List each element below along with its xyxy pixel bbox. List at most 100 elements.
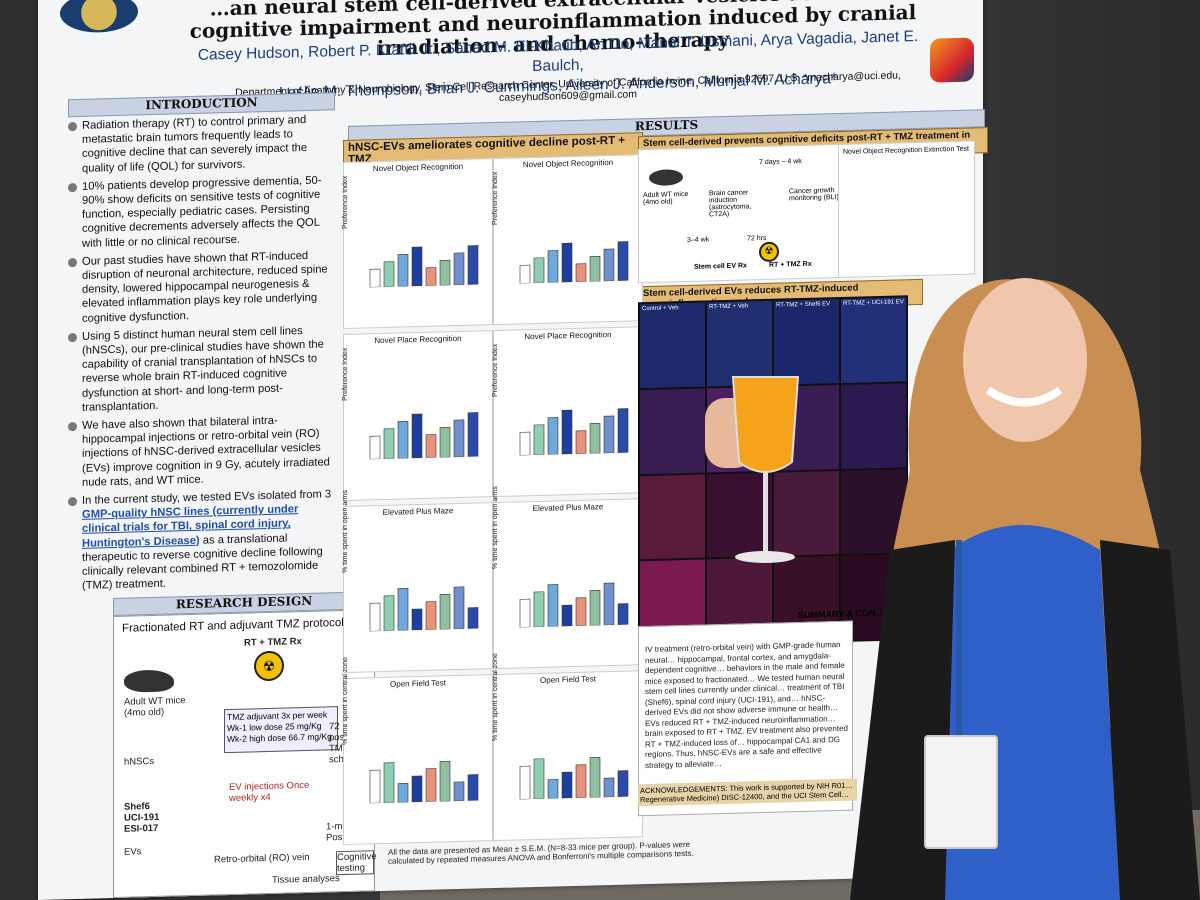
chart-bar	[589, 589, 601, 626]
evs-label: EVs	[124, 846, 142, 858]
chart-bar	[533, 591, 545, 628]
retro-orbital-label: Retro-orbital (RO) vein	[214, 851, 310, 866]
schema-label: 72 hrs	[747, 234, 767, 243]
chart-title: Novel Object Recognition	[372, 161, 464, 174]
schema-label: 7 days – 4 wk	[759, 157, 802, 167]
chart-bar	[467, 245, 479, 286]
chart-bar	[603, 248, 615, 282]
chart-title: Novel Place Recognition	[374, 333, 462, 346]
schema-label: 3–4 wk	[687, 236, 710, 245]
chart-bar	[533, 424, 545, 456]
chart-bar	[411, 775, 423, 803]
chart-bar	[425, 601, 437, 631]
chart-bar	[589, 255, 601, 282]
chart-title: Novel Object Recognition	[843, 146, 922, 156]
intro-bullet: Using 5 distinct human neural stem cell …	[68, 323, 333, 415]
lanyard	[956, 540, 962, 740]
chart-bars	[519, 756, 629, 800]
chart-bar	[467, 607, 479, 630]
chart-bar	[603, 582, 615, 626]
university-seal-icon	[60, 0, 138, 34]
face	[963, 278, 1087, 442]
chart-bar	[369, 435, 381, 460]
cognitive-testing-label: Cognitive testing	[336, 850, 377, 876]
name-badge	[924, 735, 998, 849]
chart-bar	[575, 764, 587, 799]
chart-bar	[467, 774, 479, 802]
chart-y-label: Preference Index	[492, 171, 499, 226]
micro-image	[640, 388, 705, 474]
chart-bar	[589, 422, 601, 454]
chart-y-label: % time spent in open arms	[492, 486, 499, 570]
intro-bullet: We have also shown that bilateral intra-…	[68, 412, 333, 490]
chart-bar	[397, 588, 409, 631]
intro-bullet: 10% patients develop progressive dementi…	[68, 173, 333, 251]
chart-bar	[603, 777, 615, 798]
chart-bar	[425, 434, 437, 459]
chart-bar	[453, 781, 465, 802]
orange-juice	[731, 376, 800, 473]
chart-bars	[369, 412, 479, 460]
chart-y-label: Preference Index	[342, 347, 349, 402]
chart-bar	[519, 598, 531, 628]
chart-bar	[617, 770, 629, 798]
stats-footnote: All the data are presented as Mean ± S.E…	[388, 839, 694, 866]
chart-y-label: % time spent in central zone	[492, 652, 499, 742]
chart-bar	[617, 408, 629, 454]
chart-y-label: % time spent in central zone	[342, 656, 349, 746]
chart-y-label: Preference Index	[342, 175, 349, 230]
chart-title: Novel Object Recognition	[522, 157, 614, 170]
chart-bar	[397, 783, 409, 803]
chart-bar	[603, 415, 615, 454]
chart-bar	[575, 597, 587, 627]
chart-bar	[383, 261, 395, 288]
chart-bar	[575, 263, 587, 283]
chart-bar	[547, 250, 559, 283]
chart-bar	[589, 756, 601, 798]
chart-bar	[397, 421, 409, 459]
chart-bar	[519, 264, 531, 284]
chart-bar	[519, 431, 531, 456]
black-jacket-right	[1100, 540, 1200, 900]
chart-bar	[425, 768, 437, 803]
chart-bar	[575, 430, 587, 455]
chart-bar	[439, 426, 451, 458]
tissue-analyses-label: Tissue analyses	[272, 873, 340, 886]
chart-bars	[519, 582, 629, 628]
chart-bar	[617, 241, 629, 282]
chart-bar	[411, 413, 423, 459]
chart-bar	[439, 593, 451, 630]
chart-bar	[453, 586, 465, 630]
chart-bar	[439, 760, 451, 802]
research-design-diagram: Fractionated RT and adjuvant TMZ protoco…	[113, 609, 377, 899]
chart-bar	[383, 762, 395, 804]
glass-base	[735, 551, 795, 563]
chart-bars	[369, 586, 479, 632]
mimosa-glass	[731, 376, 800, 563]
chart-bars	[369, 760, 479, 804]
chart-bar	[369, 268, 381, 288]
tmz-dosing-box: TMZ adjuvant 3x per week Wk-1 low dose 2…	[224, 706, 338, 754]
schema-label: Brain cancer induction (astrocytoma, CT2…	[709, 189, 752, 219]
chart-bar	[547, 779, 559, 799]
schema-label: Cancer growth monitoring (BLI)	[789, 187, 839, 203]
intro-bullet: Our past studies have shown that RT-indu…	[68, 248, 333, 326]
mouse-icon	[649, 169, 683, 187]
adult-mice-label: Adult WT mice (4mo old)	[124, 695, 186, 719]
behavior-chart: Open Field Test % time spent in central z…	[342, 657, 493, 846]
chart-bar	[617, 603, 629, 626]
hnscs-label: hNSCs	[124, 755, 155, 768]
micro-image	[640, 474, 705, 560]
micro-label: Control + Veh	[642, 305, 679, 313]
behavior-chart: Elevated Plus Maze % time spent in open a…	[492, 486, 643, 670]
behavior-chart: Novel Place Recognition Preference Index	[492, 326, 643, 498]
chart-title: Elevated Plus Maze	[532, 502, 604, 514]
chart-title: Open Field Test	[540, 674, 596, 685]
rt-tmz-label: RT + TMZ Rx	[244, 636, 302, 649]
chart-bars	[369, 245, 479, 288]
cell-lines-label: Shef6 UCI-191 ESI-017	[124, 801, 160, 835]
chart-bars	[519, 408, 629, 456]
chart-bar	[383, 595, 395, 632]
chart-title: Extinction Test	[924, 145, 970, 154]
ev-injection-label: EV injections Once weekly x4	[229, 779, 310, 804]
